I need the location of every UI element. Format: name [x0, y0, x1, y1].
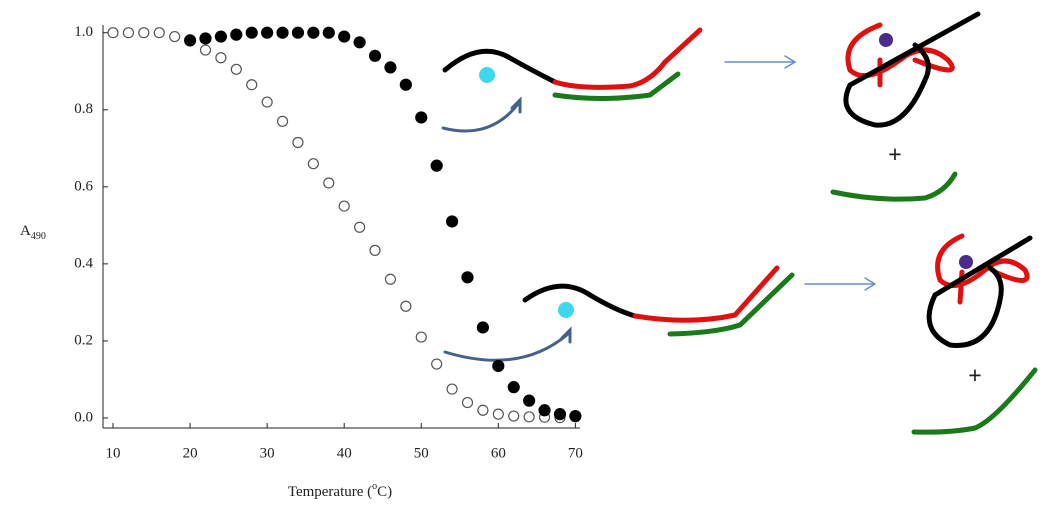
point	[230, 63, 242, 75]
point	[338, 200, 350, 212]
point	[276, 115, 289, 127]
x-tick-label: 70	[568, 445, 583, 461]
point	[445, 215, 459, 228]
point	[199, 32, 212, 45]
point	[338, 30, 351, 43]
point	[538, 404, 551, 417]
point	[230, 28, 243, 41]
point	[523, 394, 536, 407]
x-tick-label: 20	[183, 445, 198, 461]
y-tick-label: 0.2	[74, 332, 93, 348]
point	[507, 381, 520, 394]
diagram-top	[441, 11, 981, 202]
annotation: +	[968, 364, 982, 390]
y-tick-label: 0.8	[74, 101, 93, 117]
point	[261, 96, 273, 108]
point	[122, 27, 135, 39]
y-tick-label: 1.0	[74, 24, 93, 40]
point	[107, 27, 119, 39]
point	[553, 408, 567, 421]
point	[354, 221, 366, 233]
point	[368, 49, 382, 62]
point	[492, 359, 505, 373]
point	[322, 26, 335, 39]
point	[400, 300, 412, 312]
point	[446, 383, 458, 395]
x-label-text: C)	[377, 484, 392, 500]
point	[369, 244, 381, 256]
y-axis-label: A490	[20, 223, 46, 242]
point	[569, 409, 582, 423]
diagram-bottom	[443, 233, 1038, 435]
point	[476, 321, 490, 334]
point	[492, 408, 504, 420]
point	[430, 159, 443, 172]
point	[153, 27, 165, 39]
point	[261, 26, 274, 39]
y-label-text: A	[20, 223, 31, 239]
point	[415, 111, 428, 124]
annotation: +	[888, 143, 902, 169]
point	[461, 271, 474, 284]
point	[245, 26, 258, 39]
x-tick-label: 40	[337, 445, 352, 461]
point	[292, 136, 304, 149]
point	[477, 404, 489, 416]
point	[199, 44, 212, 56]
y-label-sub: 490	[31, 231, 46, 242]
point	[508, 410, 520, 422]
point	[353, 36, 366, 49]
point	[138, 27, 150, 39]
point	[384, 273, 397, 285]
y-tick-label: 0.6	[74, 178, 93, 194]
x-label-text: Temperature (	[288, 484, 372, 500]
point	[169, 30, 181, 43]
point	[307, 158, 319, 170]
point	[215, 52, 227, 64]
x-label-sup: o	[372, 481, 377, 492]
point	[214, 30, 228, 43]
point	[415, 331, 427, 343]
x-tick-label: 10	[106, 445, 121, 461]
point	[291, 26, 305, 39]
point	[183, 34, 197, 47]
x-tick-label: 50	[414, 445, 429, 461]
y-tick-label: 0.4	[74, 255, 93, 271]
point	[276, 26, 289, 39]
point	[523, 411, 535, 423]
point	[323, 177, 335, 189]
point	[384, 61, 397, 74]
point	[431, 358, 443, 370]
y-tick-label: 0.0	[74, 409, 93, 425]
point	[399, 78, 412, 91]
x-tick-label: 60	[491, 445, 506, 461]
point	[246, 79, 258, 91]
x-tick-label: 30	[260, 445, 275, 461]
point	[307, 26, 320, 39]
x-axis-label: Temperature (oC)	[288, 481, 392, 500]
point	[461, 396, 474, 409]
